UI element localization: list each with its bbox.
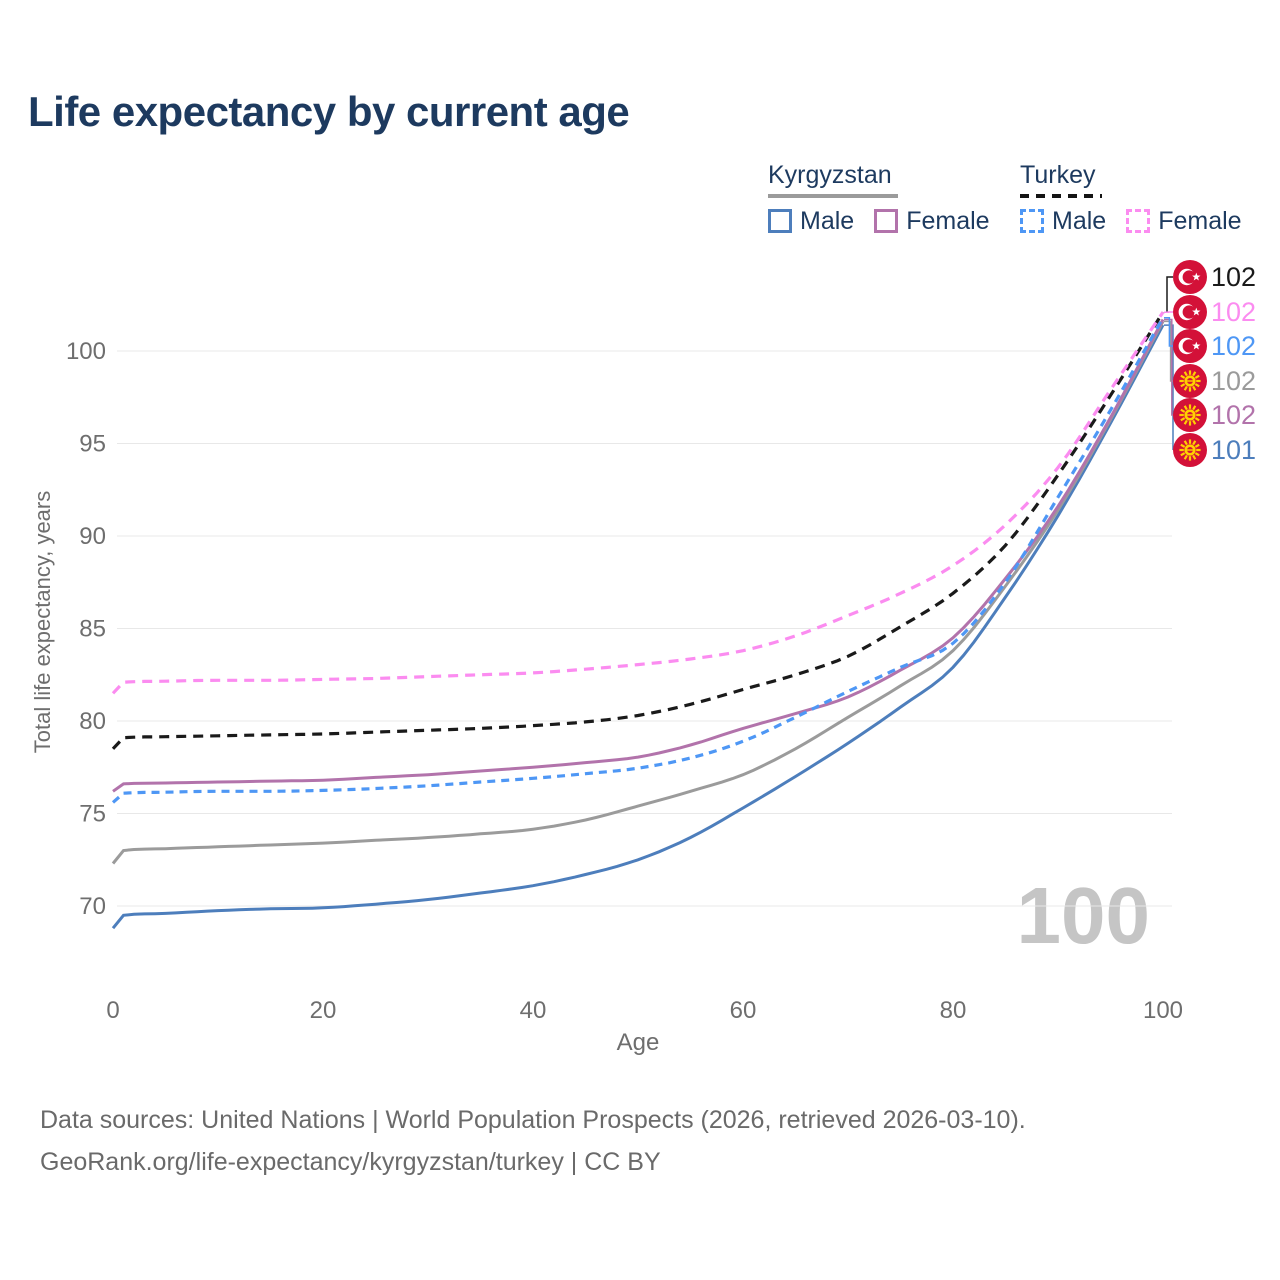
y-tick-label: 80 bbox=[79, 708, 106, 735]
gridlines bbox=[117, 350, 1172, 907]
end-leader-lines bbox=[1164, 276, 1174, 450]
kyrgyzstan-male-swatch-icon bbox=[768, 209, 792, 233]
y-tick-label: 90 bbox=[79, 523, 106, 550]
line-turkey-female[interactable] bbox=[111, 311, 1165, 695]
legend-item-kyrgyzstan-female[interactable]: Female bbox=[874, 206, 990, 236]
x-tick-label: 20 bbox=[310, 997, 337, 1024]
end-leader-line bbox=[1164, 276, 1173, 313]
end-value-label: 101 bbox=[1211, 435, 1256, 465]
legend-underline-turkey bbox=[1020, 193, 1102, 198]
x-tick-label: 80 bbox=[940, 997, 967, 1024]
y-tick-labels: 70 75 80 85 90 95 100 bbox=[66, 338, 106, 920]
legend-item-turkey-female[interactable]: Female bbox=[1126, 206, 1242, 236]
x-tick-label: 0 bbox=[106, 997, 119, 1024]
age-counter-watermark: 100 bbox=[1016, 871, 1150, 960]
turkey-flag-icon bbox=[1173, 260, 1207, 294]
y-tick-label: 75 bbox=[79, 801, 106, 828]
turkey-flag-icon bbox=[1173, 295, 1207, 329]
legend-label: Female bbox=[906, 206, 990, 235]
legend-group-turkey: Turkey Male Female bbox=[1020, 161, 1242, 236]
page-title: Life expectancy by current age bbox=[28, 88, 630, 135]
turkey-female-swatch-icon bbox=[1126, 209, 1151, 233]
end-leader-line bbox=[1164, 324, 1174, 450]
end-value-label: 102 bbox=[1211, 297, 1256, 327]
line-turkey-both[interactable] bbox=[111, 311, 1165, 750]
footer-attribution: GeoRank.org/life-expectancy/kyrgyzstan/t… bbox=[40, 1148, 661, 1176]
end-value-label: 102 bbox=[1211, 331, 1256, 361]
footer-data-sources: Data sources: United Nations | World Pop… bbox=[40, 1106, 1026, 1134]
end-leader-line bbox=[1164, 318, 1173, 416]
y-tick-label: 85 bbox=[79, 616, 106, 643]
series-lines bbox=[111, 311, 1165, 930]
kyrgyzstan-female-swatch-icon bbox=[874, 209, 899, 233]
legend-label: Female bbox=[1158, 206, 1242, 235]
kyrgyzstan-flag-icon bbox=[1173, 364, 1207, 398]
y-tick-label: 95 bbox=[79, 431, 106, 458]
turkey-flag-icon bbox=[1173, 329, 1207, 363]
legend-country-turkey: Turkey bbox=[1020, 161, 1096, 189]
y-tick-label: 70 bbox=[79, 893, 106, 920]
legend-label: Male bbox=[800, 206, 855, 235]
legend-item-kyrgyzstan-male[interactable]: Male bbox=[768, 207, 854, 236]
legend-country-kyrgyzstan: Kyrgyzstan bbox=[768, 161, 892, 189]
x-tick-label: 40 bbox=[520, 997, 547, 1024]
line-kyrgyzstan-both[interactable] bbox=[111, 320, 1165, 865]
end-value-label: 102 bbox=[1211, 400, 1256, 430]
x-tick-label: 100 bbox=[1143, 997, 1183, 1024]
legend-group-kyrgyzstan: Kyrgyzstan Male Female bbox=[768, 161, 990, 236]
legend-underline-kyrgyzstan bbox=[768, 193, 898, 198]
x-axis-label: Age bbox=[617, 1029, 660, 1056]
legend-item-turkey-male[interactable]: Male bbox=[1020, 207, 1106, 236]
turkey-male-swatch-icon bbox=[1020, 209, 1044, 233]
y-tick-label: 100 bbox=[66, 338, 106, 365]
line-turkey-male[interactable] bbox=[111, 316, 1165, 804]
end-value-label: 102 bbox=[1211, 366, 1256, 396]
kyrgyzstan-flag-icon bbox=[1173, 433, 1207, 467]
line-kyrgyzstan-male[interactable] bbox=[111, 324, 1165, 930]
line-kyrgyzstan-female[interactable] bbox=[112, 318, 1165, 793]
x-tick-label: 60 bbox=[730, 997, 757, 1024]
end-labels: 101 102 102 102 102 102 bbox=[1173, 260, 1256, 467]
end-value-label: 102 bbox=[1211, 262, 1256, 292]
legend-label: Male bbox=[1052, 206, 1107, 235]
x-tick-labels: 0 20 40 60 80 100 bbox=[106, 997, 1183, 1024]
end-leader-line bbox=[1164, 316, 1173, 347]
kyrgyzstan-flag-icon bbox=[1173, 398, 1207, 432]
